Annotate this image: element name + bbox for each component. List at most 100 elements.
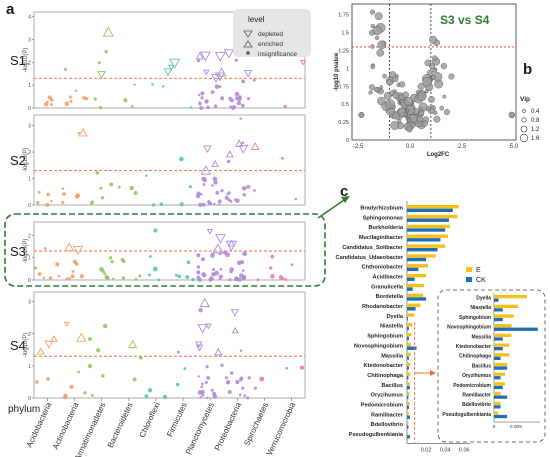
- bar-E: [407, 342, 411, 347]
- volcano-point: [392, 76, 399, 83]
- inset-bar-CK: [494, 327, 538, 331]
- volcano-point: [399, 81, 406, 88]
- depleted-point: [199, 51, 211, 62]
- volcano-point: [443, 109, 450, 116]
- insignificance-point: [239, 378, 243, 382]
- volcano-point: [418, 110, 425, 116]
- bar-CK: [407, 385, 410, 390]
- volcano-point: [431, 74, 436, 80]
- insignificance-point: [243, 394, 247, 397]
- inset-pointer-head: [430, 370, 436, 376]
- bar-label: Ktedonobacter: [364, 363, 404, 369]
- insignificance-point: [153, 228, 158, 233]
- volcano-x-tick-label: -2.5: [353, 144, 364, 150]
- insignificance-point: [46, 192, 50, 197]
- subplot-frame-S4: [33, 291, 306, 399]
- inset-bar-E: [494, 382, 505, 386]
- volcano-point: [431, 55, 438, 61]
- volcano-point: [377, 40, 387, 50]
- insignificance-point: [205, 100, 209, 103]
- insignificance-point: [212, 176, 218, 182]
- legend-box: [233, 9, 311, 57]
- volcano-y-tick-label: 1.75: [338, 13, 349, 19]
- insignificance-point: [138, 355, 143, 360]
- insignificance-point: [206, 396, 209, 400]
- insignificance-point: [226, 380, 230, 385]
- enriched-point: [211, 160, 219, 167]
- x-tick-label: Verrucomicrobia: [265, 401, 298, 457]
- depleted-point: [223, 49, 235, 59]
- volcano-x-tick-label: 2.5: [458, 144, 467, 150]
- volcano-point: [385, 99, 396, 110]
- insignificance-point: [69, 384, 74, 389]
- inset-bar-CK: [494, 414, 508, 419]
- bar-CK: [407, 395, 409, 400]
- insignificance-point: [228, 278, 232, 282]
- bar-label: Oryzihumus: [371, 393, 403, 399]
- insignificance-point: [201, 202, 206, 207]
- insignificance-point: [49, 98, 54, 102]
- insignificance-point: [110, 259, 114, 264]
- insignificance-point: [214, 270, 220, 276]
- volcano-point: [368, 90, 373, 95]
- depleted-point: [206, 228, 214, 235]
- insignificance-point: [77, 370, 80, 374]
- depleted-point: [230, 309, 239, 317]
- bar-CK: [407, 218, 449, 222]
- insignificance-point: [144, 394, 149, 398]
- insignificance-point: [77, 131, 81, 135]
- insignificance-point: [69, 99, 73, 103]
- depleted-point: [167, 64, 175, 71]
- volcano-point: [397, 119, 402, 124]
- volcano-point: [402, 91, 409, 98]
- inset-bar-label: Ktedonobacter: [456, 344, 491, 350]
- insignificance-point: [90, 200, 94, 204]
- insignificance-point: [151, 83, 154, 86]
- vip-legend-circle: [519, 133, 529, 143]
- bar-E: [407, 214, 458, 219]
- insignificance-point: [55, 262, 60, 267]
- insignificance-point: [49, 103, 53, 107]
- bar-CK: [407, 208, 453, 212]
- bar-CK: [407, 366, 409, 370]
- insignificance-point: [200, 91, 205, 96]
- insignificance-point: [33, 266, 38, 270]
- insignificance-point: [253, 386, 257, 390]
- insignificance-point: [211, 184, 214, 187]
- insignificance-point: [269, 266, 273, 270]
- inset-bar-label: Massilia: [472, 334, 492, 340]
- insignificance-point: [188, 185, 192, 189]
- insignificance-point: [99, 267, 104, 272]
- insignificance-point: [83, 391, 87, 395]
- inset-bar-label: Bdellovibrio: [462, 402, 491, 408]
- insignificance-point: [95, 171, 99, 175]
- volcano-title: S3 vs S4: [440, 13, 490, 27]
- insignificance-point: [206, 375, 211, 380]
- insignificance-point: [218, 252, 222, 256]
- enriched-point: [64, 242, 75, 252]
- depleted-point: [44, 340, 54, 349]
- insignificance-point: [290, 263, 294, 267]
- insignificance-point: [202, 182, 206, 186]
- y-tick-label-S4: 0: [28, 396, 31, 402]
- insignificance-point: [99, 186, 103, 190]
- volcano-point: [369, 29, 375, 36]
- insignificance-point: [206, 105, 210, 110]
- volcano-point: [508, 111, 516, 119]
- insignificance-point: [175, 382, 180, 387]
- insignificance-point: [241, 386, 245, 390]
- depleted-point: [203, 145, 212, 154]
- insignificance-point: [151, 203, 156, 207]
- volcano-y-tick-label: 1.25: [338, 49, 349, 55]
- insignificance-point: [220, 189, 224, 193]
- depleted-point: [214, 51, 226, 62]
- insignificance-point: [218, 277, 222, 281]
- bar-E: [407, 372, 411, 376]
- insignificance-point: [212, 394, 218, 399]
- insignificance-point: [213, 180, 218, 185]
- depleted-point: [205, 323, 212, 330]
- inset-bar-CK: [494, 405, 501, 409]
- bar-E: [407, 234, 449, 238]
- vip-legend-label: 1.2: [531, 127, 540, 133]
- legend-CK-swatch: [466, 277, 472, 282]
